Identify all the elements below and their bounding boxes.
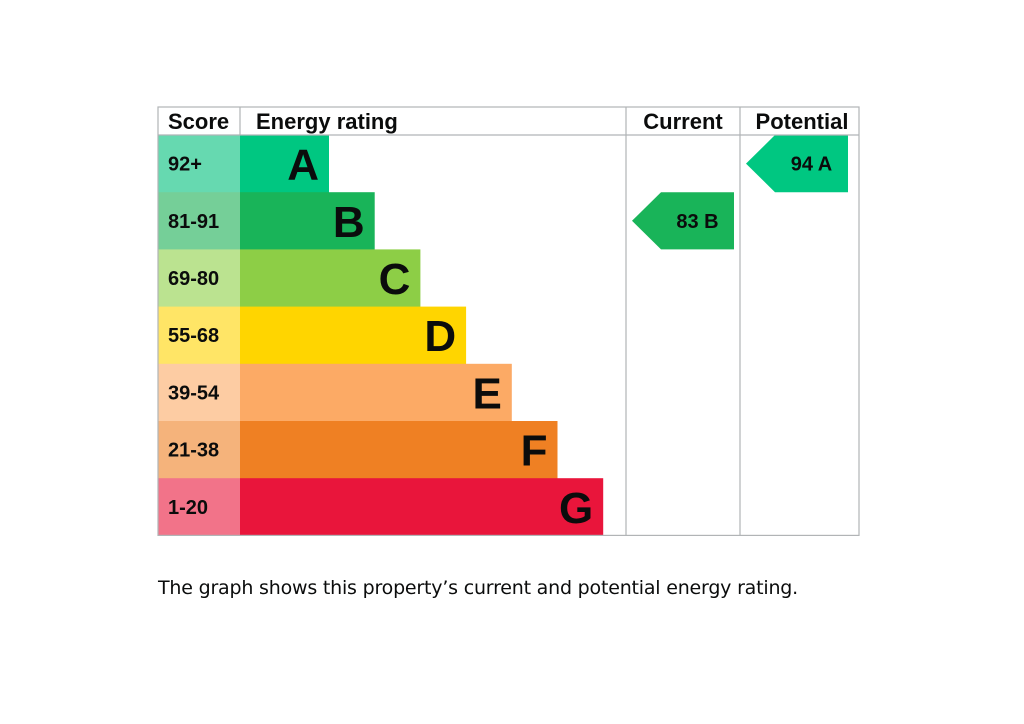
score-cell-b: [158, 192, 240, 250]
chart-caption: The graph shows this property’s current …: [158, 577, 798, 599]
header-potential: Potential: [756, 109, 849, 134]
score-label-e: 39-54: [168, 382, 220, 404]
score-cell-e: [158, 363, 240, 422]
band-bar-a: [240, 135, 329, 193]
score-label-c: 69-80: [168, 268, 219, 290]
header-score: Score: [168, 109, 229, 134]
band-letter-b: B: [333, 198, 365, 247]
score-label-g: 1-20: [168, 497, 208, 519]
score-label-b: 81-91: [168, 211, 219, 233]
band-letter-a: A: [287, 141, 319, 190]
band-bar-g: [240, 478, 604, 536]
score-label-d: 55-68: [168, 325, 219, 347]
current-rating-label: 83 B: [676, 211, 718, 233]
band-bar-e: [240, 363, 512, 422]
band-bar-f: [240, 421, 558, 479]
band-letter-g: G: [559, 484, 593, 533]
band-bar-b: [240, 192, 375, 250]
band-bar-c: [240, 249, 421, 308]
band-letter-d: D: [424, 312, 456, 361]
potential-rating-arrow: [746, 135, 848, 193]
band-letter-c: C: [379, 255, 411, 304]
band-letter-e: E: [472, 369, 501, 418]
current-rating-arrow: [632, 192, 734, 250]
score-cell-c: [158, 249, 240, 308]
score-cell-f: [158, 421, 240, 479]
potential-rating-label: 94 A: [791, 154, 833, 176]
score-label-a: 92+: [168, 154, 202, 176]
score-cell-g: [158, 478, 240, 536]
header-current: Current: [643, 109, 723, 134]
band-letter-f: F: [521, 427, 548, 476]
chart-frame: [157, 106, 860, 536]
header-energy-rating: Energy rating: [256, 109, 398, 134]
band-bar-d: [240, 306, 467, 365]
score-label-f: 21-38: [168, 440, 219, 462]
score-cell-a: [158, 135, 240, 193]
score-cell-d: [158, 306, 240, 365]
